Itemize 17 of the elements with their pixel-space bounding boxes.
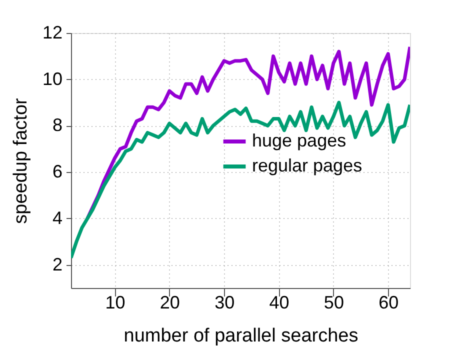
x-tick-label: 10 [105,292,126,312]
legend-label: regular pages [252,156,362,176]
x-tick-label: 30 [214,292,235,312]
y-tick-label: 4 [52,208,62,228]
y-axis-title: speedup factor [10,97,32,224]
x-tick-label: 20 [160,292,180,312]
x-tick-label: 40 [269,292,290,312]
line-series [71,100,410,260]
legend-label: huge pages [252,130,346,150]
y-tick-label: 12 [42,22,62,42]
x-tick-label: 60 [378,292,399,312]
y-tick-label: 2 [52,254,62,274]
x-tick-label: 50 [324,292,344,312]
x-axis-title: number of parallel searches [124,326,358,346]
y-tick-label: 8 [52,115,62,136]
y-tick-label: 6 [52,162,62,182]
y-tick-label: 10 [42,68,62,89]
